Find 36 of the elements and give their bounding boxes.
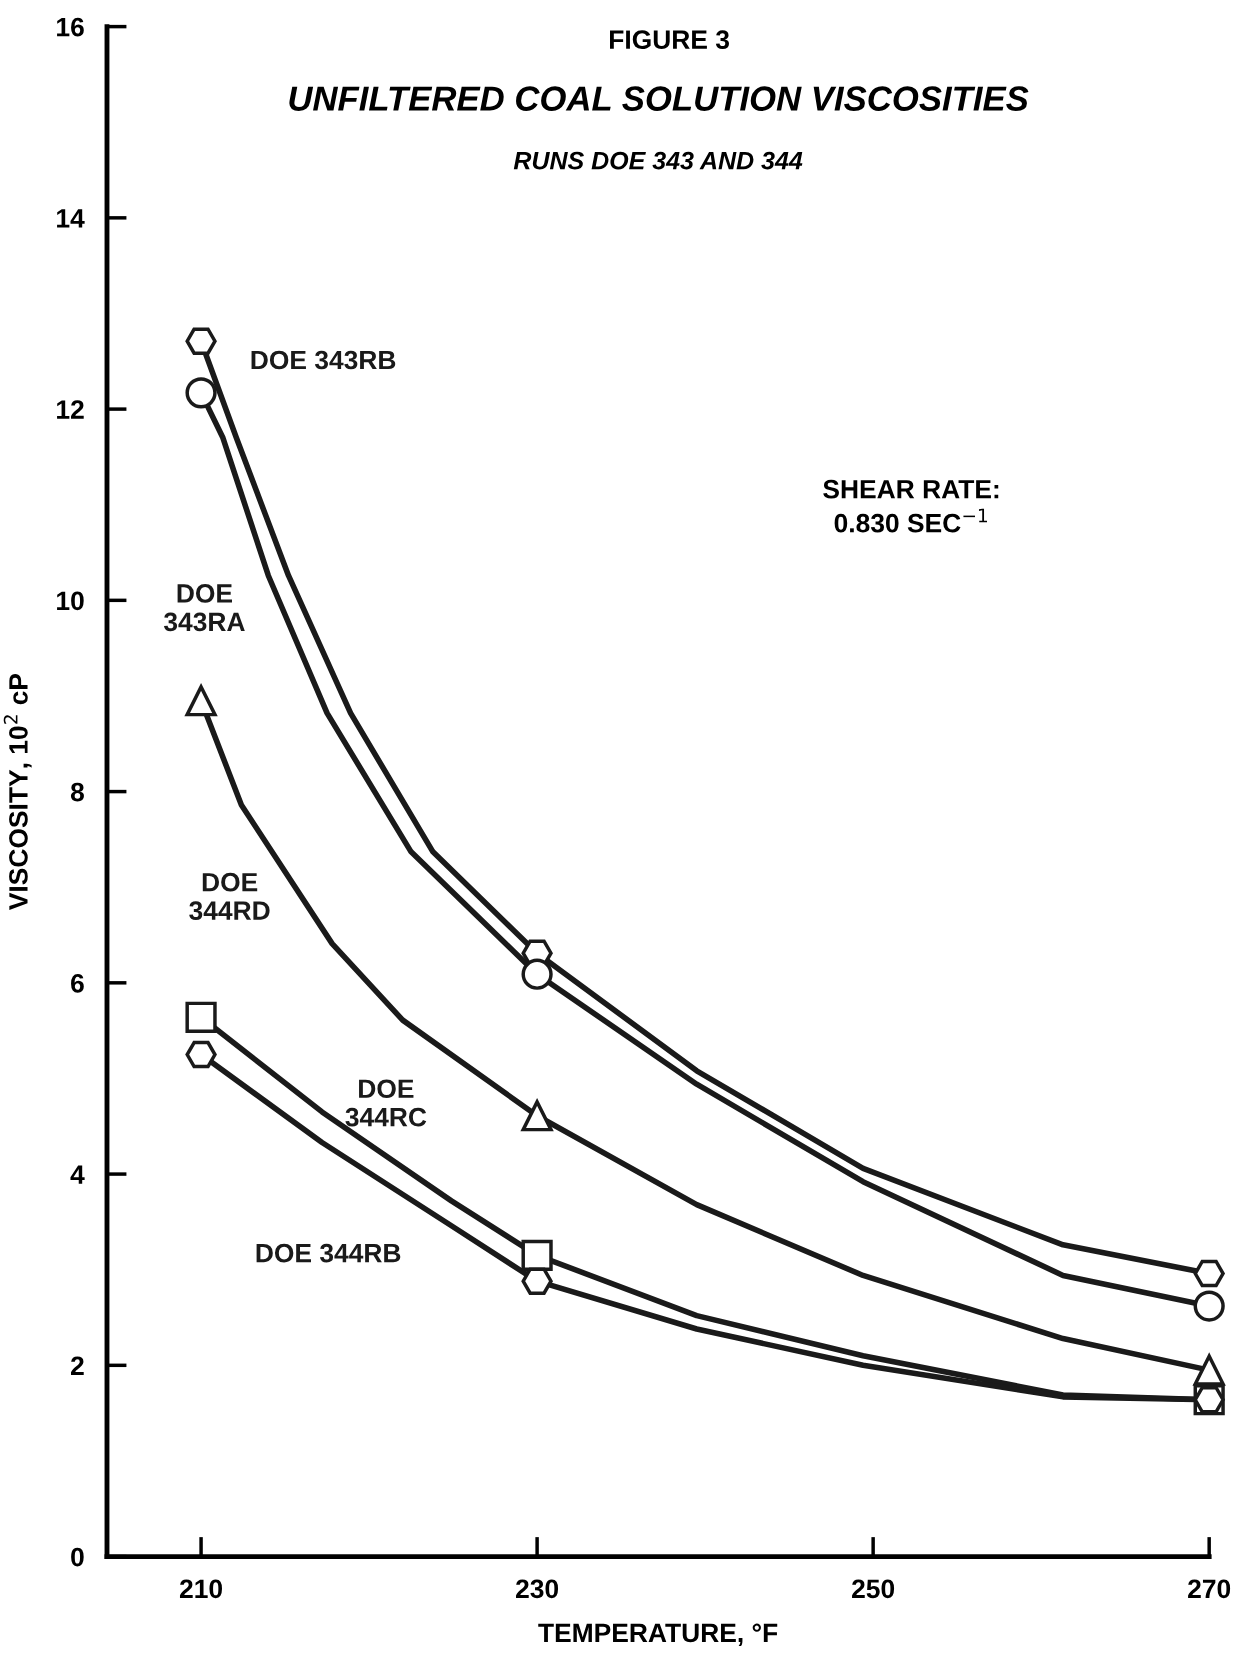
y-tick-label: 2	[71, 1356, 84, 1375]
point	[185, 377, 217, 409]
x-tick-label: 270	[1188, 1579, 1231, 1599]
point	[521, 958, 553, 990]
annotation: FIGURE 3	[610, 30, 729, 50]
point	[185, 1040, 217, 1069]
point	[185, 1001, 217, 1033]
point	[521, 1100, 553, 1132]
y-tick-label: 4	[70, 1165, 85, 1184]
series-label: DOE 343RB	[251, 350, 396, 370]
series-label: DOE 344RB	[256, 1243, 401, 1263]
y-axis-title: VISCOSITY, 10$^{2}$ cP	[3, 673, 32, 911]
x-tick-label: 230	[516, 1579, 559, 1599]
y-tick-label: 16	[57, 17, 84, 37]
series-label: DOE 344RD	[189, 872, 270, 921]
y-tick-label: 8	[70, 782, 84, 802]
point	[185, 327, 217, 355]
point	[1193, 1290, 1225, 1322]
y-tick-label: 0	[71, 1547, 84, 1567]
text: RUNS DOE 343 AND 344	[513, 151, 803, 170]
point	[1193, 1354, 1225, 1386]
text: UNFILTERED COAL SOLUTION VISCOSITIES	[289, 86, 1029, 111]
point	[521, 1267, 553, 1295]
x-axis-title: TEMPERATURE, °F	[538, 1623, 778, 1647]
y-tick-label: 10	[57, 591, 84, 611]
y-tick-label: 12	[57, 400, 84, 419]
y-tick-label: 14	[57, 209, 85, 228]
point	[1193, 1259, 1225, 1288]
series-label: DOE 344RC	[345, 1079, 427, 1127]
point	[521, 1239, 553, 1271]
x-tick-label: 250	[852, 1579, 895, 1599]
annotation: SHEAR RATE: 0.830 SEC$^{−1}$	[823, 479, 999, 533]
series-label: DOE 343RA	[163, 584, 245, 632]
x-tick-label: 210	[179, 1579, 223, 1599]
y-tick-label: 6	[71, 973, 84, 993]
point	[185, 685, 217, 717]
